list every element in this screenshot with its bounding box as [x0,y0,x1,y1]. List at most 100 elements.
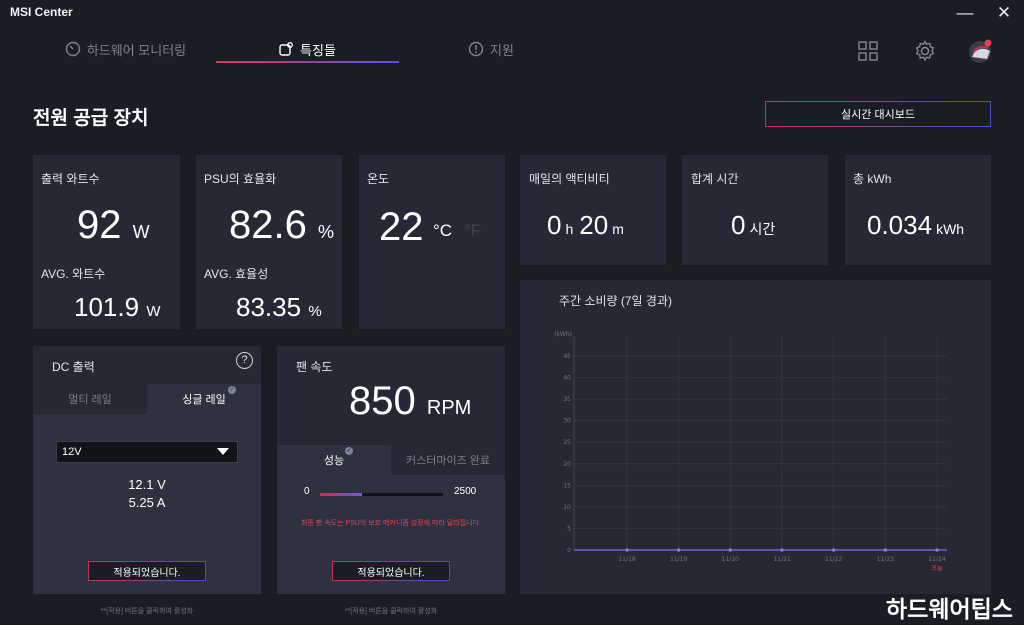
tab-performance[interactable]: 성능 [277,445,391,475]
activity-minutes: 20 [579,210,609,240]
close-button[interactable]: ✕ [996,3,1012,22]
x-tick-label: 11/23 [877,556,894,563]
efficiency-unit: % [317,222,334,242]
total-kwh-number: 0.034 [867,210,933,240]
efficiency-value: 82.6 % [229,203,334,248]
app-title: MSI Center [10,5,73,19]
total-kwh-card: 총 kWh 0.034 kWh [845,155,991,265]
dc-apply-button[interactable]: 적용되었습니다. [88,561,206,581]
dc-voltage: 12.1 V [128,477,166,492]
fahrenheit-toggle[interactable]: °F [464,221,482,240]
weekly-consumption-card: 주간 소비량 (7일 경과) (kWh) 0 5 10 15 20 25 30 35 40 45 11… [520,280,991,594]
avatar[interactable] [967,38,993,64]
efficiency-card: PSU의 효율화 82.6 % AVG. 효율성 83.35 % [196,155,342,329]
tab-single-rail[interactable]: 싱글 레일 [147,384,261,414]
feature-icon [279,42,293,56]
y-tick-label: 25 [563,439,571,446]
avg-efficiency-unit: % [308,303,322,320]
total-kwh-value: 0.034 kWh [867,210,970,241]
rail-select-value: 12V [62,446,82,458]
fan-slider-fill [320,493,362,496]
tab-hardware-monitoring[interactable]: 하드웨어 모니터링 [58,34,193,64]
help-icon[interactable]: ? [236,352,253,369]
celsius-toggle[interactable]: °C [433,221,453,240]
data-point [935,548,939,552]
tab-multi-rail[interactable]: 멀티 레일 [33,384,147,414]
total-time-label: 합계 시간 [691,172,739,186]
x-tick-label: 11/19 [670,556,687,563]
efficiency-number: 82.6 [229,203,307,247]
y-tick-label: 40 [563,375,571,382]
dc-apply-hint: **[적용] 버튼을 클릭하여 활성화 [100,608,194,615]
watermark-text: 하드웨어팁스 [886,596,1013,622]
temperature-value: 22 [379,205,424,249]
y-tick-label: 15 [563,482,571,489]
y-tick-label: 35 [563,396,571,403]
total-kwh-unit: kWh [936,221,965,237]
temperature-card: 온도 22 °C °F [359,155,505,329]
avg-watts-label: AVG. 와트수 [41,267,106,281]
y-tick-label: 30 [563,418,571,425]
daily-activity-label: 매일의 액티비티 [529,172,610,186]
x-tick-label: 11/22 [825,556,842,563]
hours-unit: h [565,221,574,237]
data-point [832,548,836,552]
realtime-dashboard-button[interactable]: 실시간 대시보드 [765,101,991,127]
data-point [625,548,629,552]
main-nav: 하드웨어 모니터링 특징들 지원 [0,26,1024,72]
minimize-button[interactable]: — [956,3,974,22]
fan-apply-hint: **[적용] 버튼을 클릭하여 활성화 [344,608,438,615]
weekly-title: 주간 소비량 (7일 경과) [559,294,672,308]
total-time-value: 0 시간 [731,210,781,241]
x-tick-label: 11/24 [928,556,945,563]
fan-speed-slider[interactable] [320,493,443,496]
total-time-unit: 시간 [749,221,776,237]
dc-current: 5.25 A [128,495,166,510]
x-tick-label: 11/21 [773,556,790,563]
fan-speed-value: 850 RPM [349,379,471,424]
avg-efficiency-value: 83.35 % [236,292,322,323]
fan-apply-button[interactable]: 적용되었습니다. [332,561,450,581]
tab-support[interactable]: 지원 [460,34,522,64]
x-tick-label: 11/20 [722,556,739,563]
output-watts-number: 92 [77,203,122,247]
info-icon [468,41,484,57]
daily-activity-card: 매일의 액티비티 0 h 20 m [520,155,666,265]
check-icon: ✓ [228,386,236,394]
output-watts-label: 출력 와트수 [41,172,100,186]
fan-speed-unit: RPM [426,397,472,419]
fan-slider-min: 0 [304,486,310,497]
avg-watts-unit: W [146,303,161,320]
x-tick-label: 11/18 [618,556,635,563]
active-tab-indicator [216,61,399,63]
data-point [677,548,681,552]
today-label: 오늘 [931,565,943,572]
fan-warning-text: 최종 팬 속도는 PSU의 보호 메커니즘 설정에 따라 달라집니다. [300,520,482,527]
title-bar: MSI Center — ✕ [0,0,1024,26]
fan-speed-number: 850 [349,379,416,423]
gauge-icon [65,41,81,57]
tab-label: 지원 [490,42,514,58]
fan-speed-label: 팬 속도 [296,360,333,374]
y-tick-label: 20 [563,461,571,468]
data-point [780,548,784,552]
avg-watts-value: 101.9 W [74,292,160,323]
efficiency-label: PSU의 효율화 [204,172,277,186]
output-watts-unit: W [132,222,150,242]
tab-customized[interactable]: 커스터마이즈 완료 [391,445,505,475]
grid-view-icon[interactable] [857,40,879,62]
minutes-unit: m [612,221,624,237]
fan-slider-max: 2500 [454,486,477,497]
tab-features[interactable]: 특징들 [262,34,352,64]
page-title: 전원 공급 장치 [33,108,149,129]
gear-icon[interactable] [913,39,937,63]
y-axis-unit: (kWh) [554,331,572,338]
rail-select[interactable]: 12V [56,441,238,463]
y-tick-label: 45 [563,353,571,360]
temperature-label: 온도 [367,172,390,186]
chevron-down-icon [217,448,229,455]
tab-label: 특징들 [300,42,336,58]
total-kwh-label: 총 kWh [853,172,892,186]
y-tick-label: 5 [567,525,571,532]
activity-hours: 0 [547,210,562,240]
